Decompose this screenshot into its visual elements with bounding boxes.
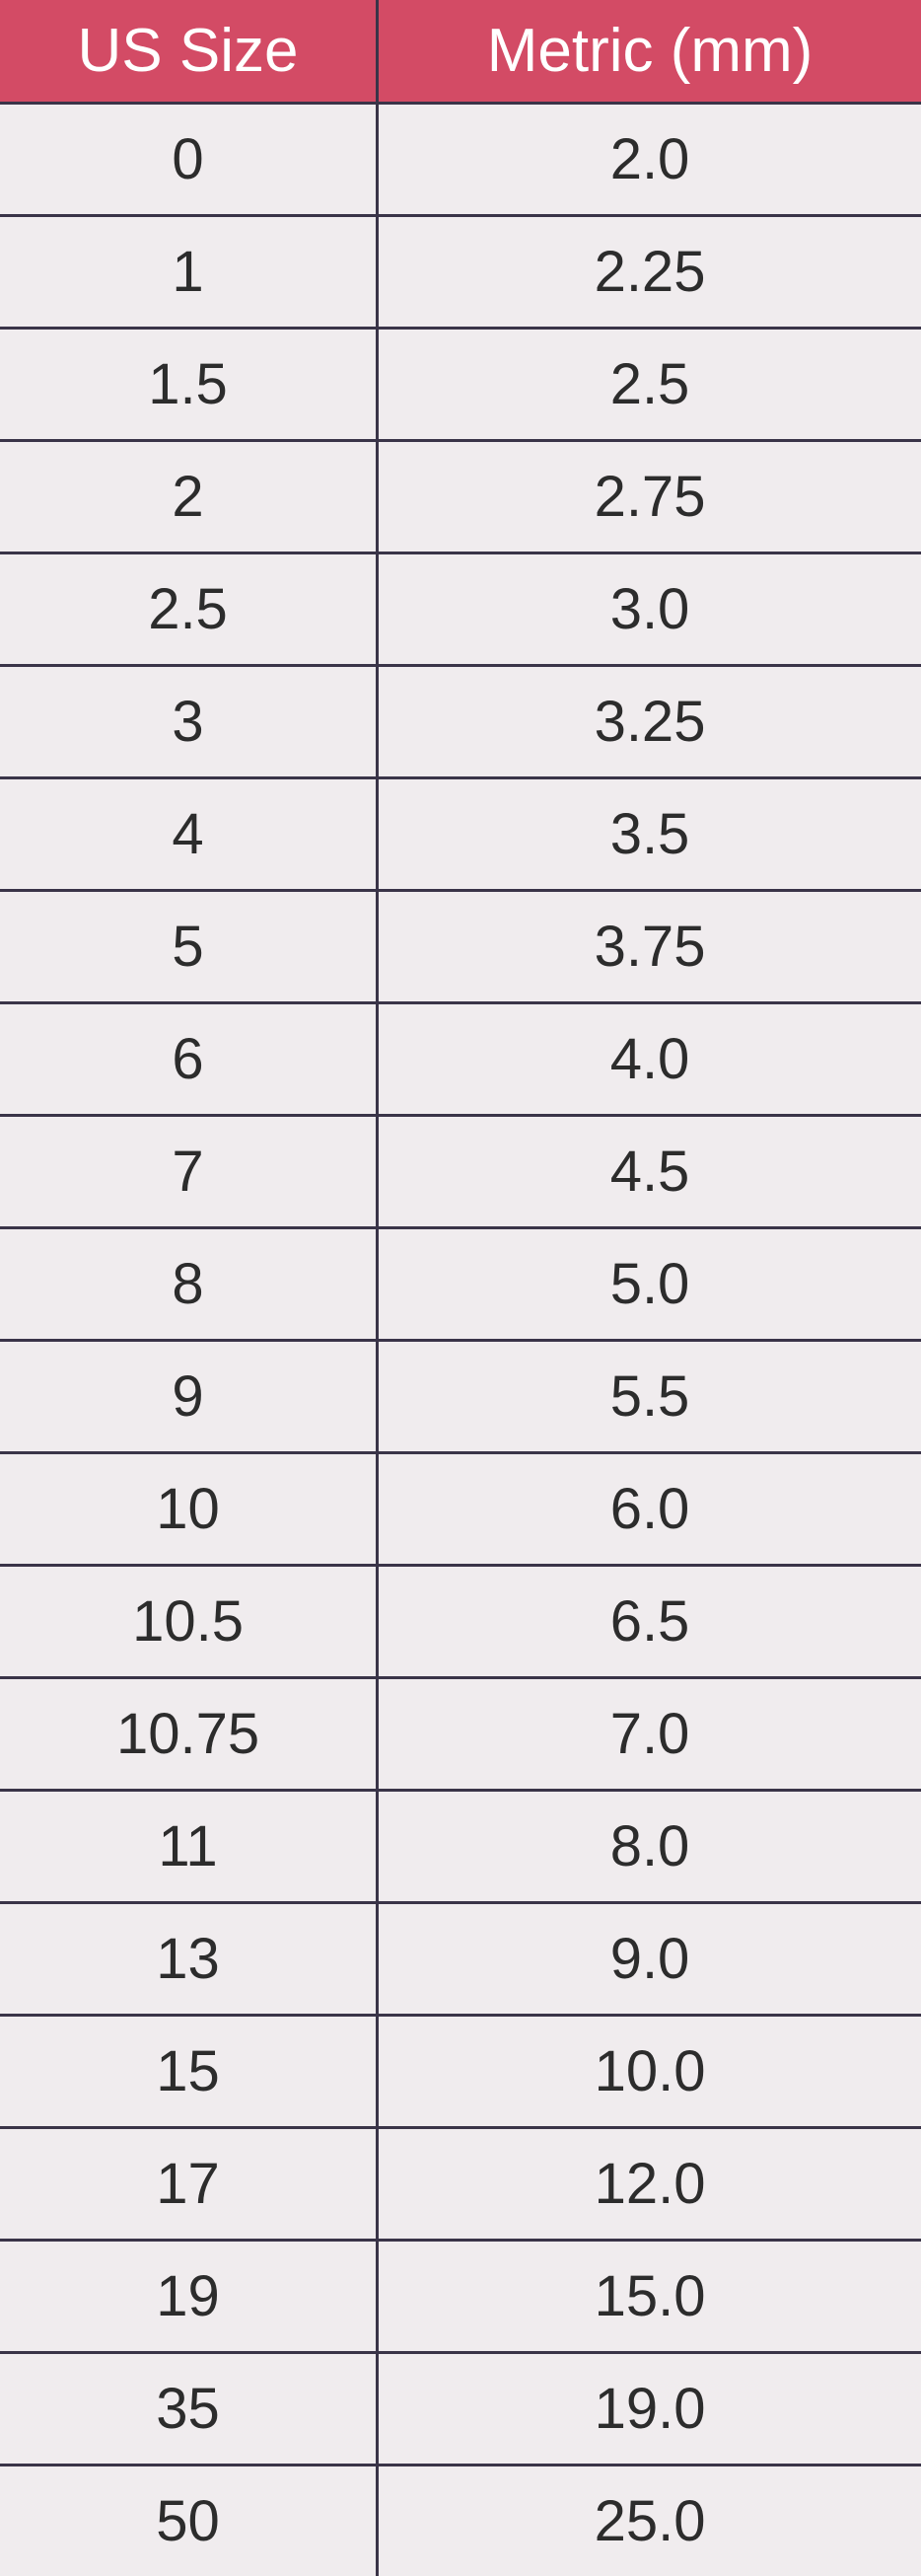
- cell-metric: 4.0: [378, 1003, 921, 1116]
- table-row: 02.0: [0, 104, 921, 216]
- cell-metric: 7.0: [378, 1678, 921, 1791]
- cell-us-size: 17: [0, 2128, 378, 2241]
- cell-metric: 2.5: [378, 329, 921, 441]
- cell-metric: 2.75: [378, 441, 921, 553]
- cell-us-size: 1: [0, 216, 378, 329]
- cell-us-size: 1.5: [0, 329, 378, 441]
- cell-metric: 10.0: [378, 2016, 921, 2128]
- cell-us-size: 9: [0, 1341, 378, 1453]
- cell-us-size: 2.5: [0, 553, 378, 666]
- column-header-metric: Metric (mm): [378, 0, 921, 104]
- table-row: 3519.0: [0, 2353, 921, 2466]
- table-row: 139.0: [0, 1903, 921, 2016]
- cell-us-size: 11: [0, 1791, 378, 1903]
- cell-us-size: 3: [0, 666, 378, 778]
- cell-metric: 2.25: [378, 216, 921, 329]
- table-row: 64.0: [0, 1003, 921, 1116]
- cell-metric: 19.0: [378, 2353, 921, 2466]
- cell-metric: 6.5: [378, 1566, 921, 1678]
- cell-metric: 12.0: [378, 2128, 921, 2241]
- table-body: 02.0 12.25 1.52.5 22.75 2.53.0 33.25 43.…: [0, 104, 921, 2576]
- table-row: 5025.0: [0, 2466, 921, 2576]
- cell-us-size: 6: [0, 1003, 378, 1116]
- cell-metric: 2.0: [378, 104, 921, 216]
- cell-us-size: 15: [0, 2016, 378, 2128]
- cell-us-size: 35: [0, 2353, 378, 2466]
- table-row: 43.5: [0, 778, 921, 891]
- table-row: 2.53.0: [0, 553, 921, 666]
- table-row: 85.0: [0, 1228, 921, 1341]
- cell-us-size: 5: [0, 891, 378, 1003]
- table-row: 33.25: [0, 666, 921, 778]
- size-conversion-table: US Size Metric (mm) 02.0 12.25 1.52.5 22…: [0, 0, 921, 2576]
- cell-us-size: 10.75: [0, 1678, 378, 1791]
- cell-us-size: 13: [0, 1903, 378, 2016]
- table-header-row: US Size Metric (mm): [0, 0, 921, 104]
- table-row: 106.0: [0, 1453, 921, 1566]
- cell-metric: 6.0: [378, 1453, 921, 1566]
- cell-metric: 3.5: [378, 778, 921, 891]
- cell-metric: 25.0: [378, 2466, 921, 2576]
- cell-us-size: 8: [0, 1228, 378, 1341]
- cell-us-size: 4: [0, 778, 378, 891]
- table-row: 10.757.0: [0, 1678, 921, 1791]
- table-row: 74.5: [0, 1116, 921, 1228]
- table-row: 1510.0: [0, 2016, 921, 2128]
- column-header-us-size: US Size: [0, 0, 378, 104]
- cell-metric: 5.0: [378, 1228, 921, 1341]
- cell-metric: 8.0: [378, 1791, 921, 1903]
- table-row: 1712.0: [0, 2128, 921, 2241]
- table-row: 53.75: [0, 891, 921, 1003]
- cell-metric: 3.0: [378, 553, 921, 666]
- table-row: 95.5: [0, 1341, 921, 1453]
- table-row: 1.52.5: [0, 329, 921, 441]
- cell-us-size: 2: [0, 441, 378, 553]
- cell-us-size: 50: [0, 2466, 378, 2576]
- table-row: 118.0: [0, 1791, 921, 1903]
- cell-metric: 5.5: [378, 1341, 921, 1453]
- table-row: 12.25: [0, 216, 921, 329]
- cell-metric: 4.5: [378, 1116, 921, 1228]
- cell-us-size: 7: [0, 1116, 378, 1228]
- cell-metric: 3.25: [378, 666, 921, 778]
- cell-metric: 15.0: [378, 2241, 921, 2353]
- cell-us-size: 19: [0, 2241, 378, 2353]
- table-row: 1915.0: [0, 2241, 921, 2353]
- cell-us-size: 10: [0, 1453, 378, 1566]
- cell-us-size: 0: [0, 104, 378, 216]
- cell-metric: 3.75: [378, 891, 921, 1003]
- cell-us-size: 10.5: [0, 1566, 378, 1678]
- table-row: 22.75: [0, 441, 921, 553]
- table-row: 10.56.5: [0, 1566, 921, 1678]
- cell-metric: 9.0: [378, 1903, 921, 2016]
